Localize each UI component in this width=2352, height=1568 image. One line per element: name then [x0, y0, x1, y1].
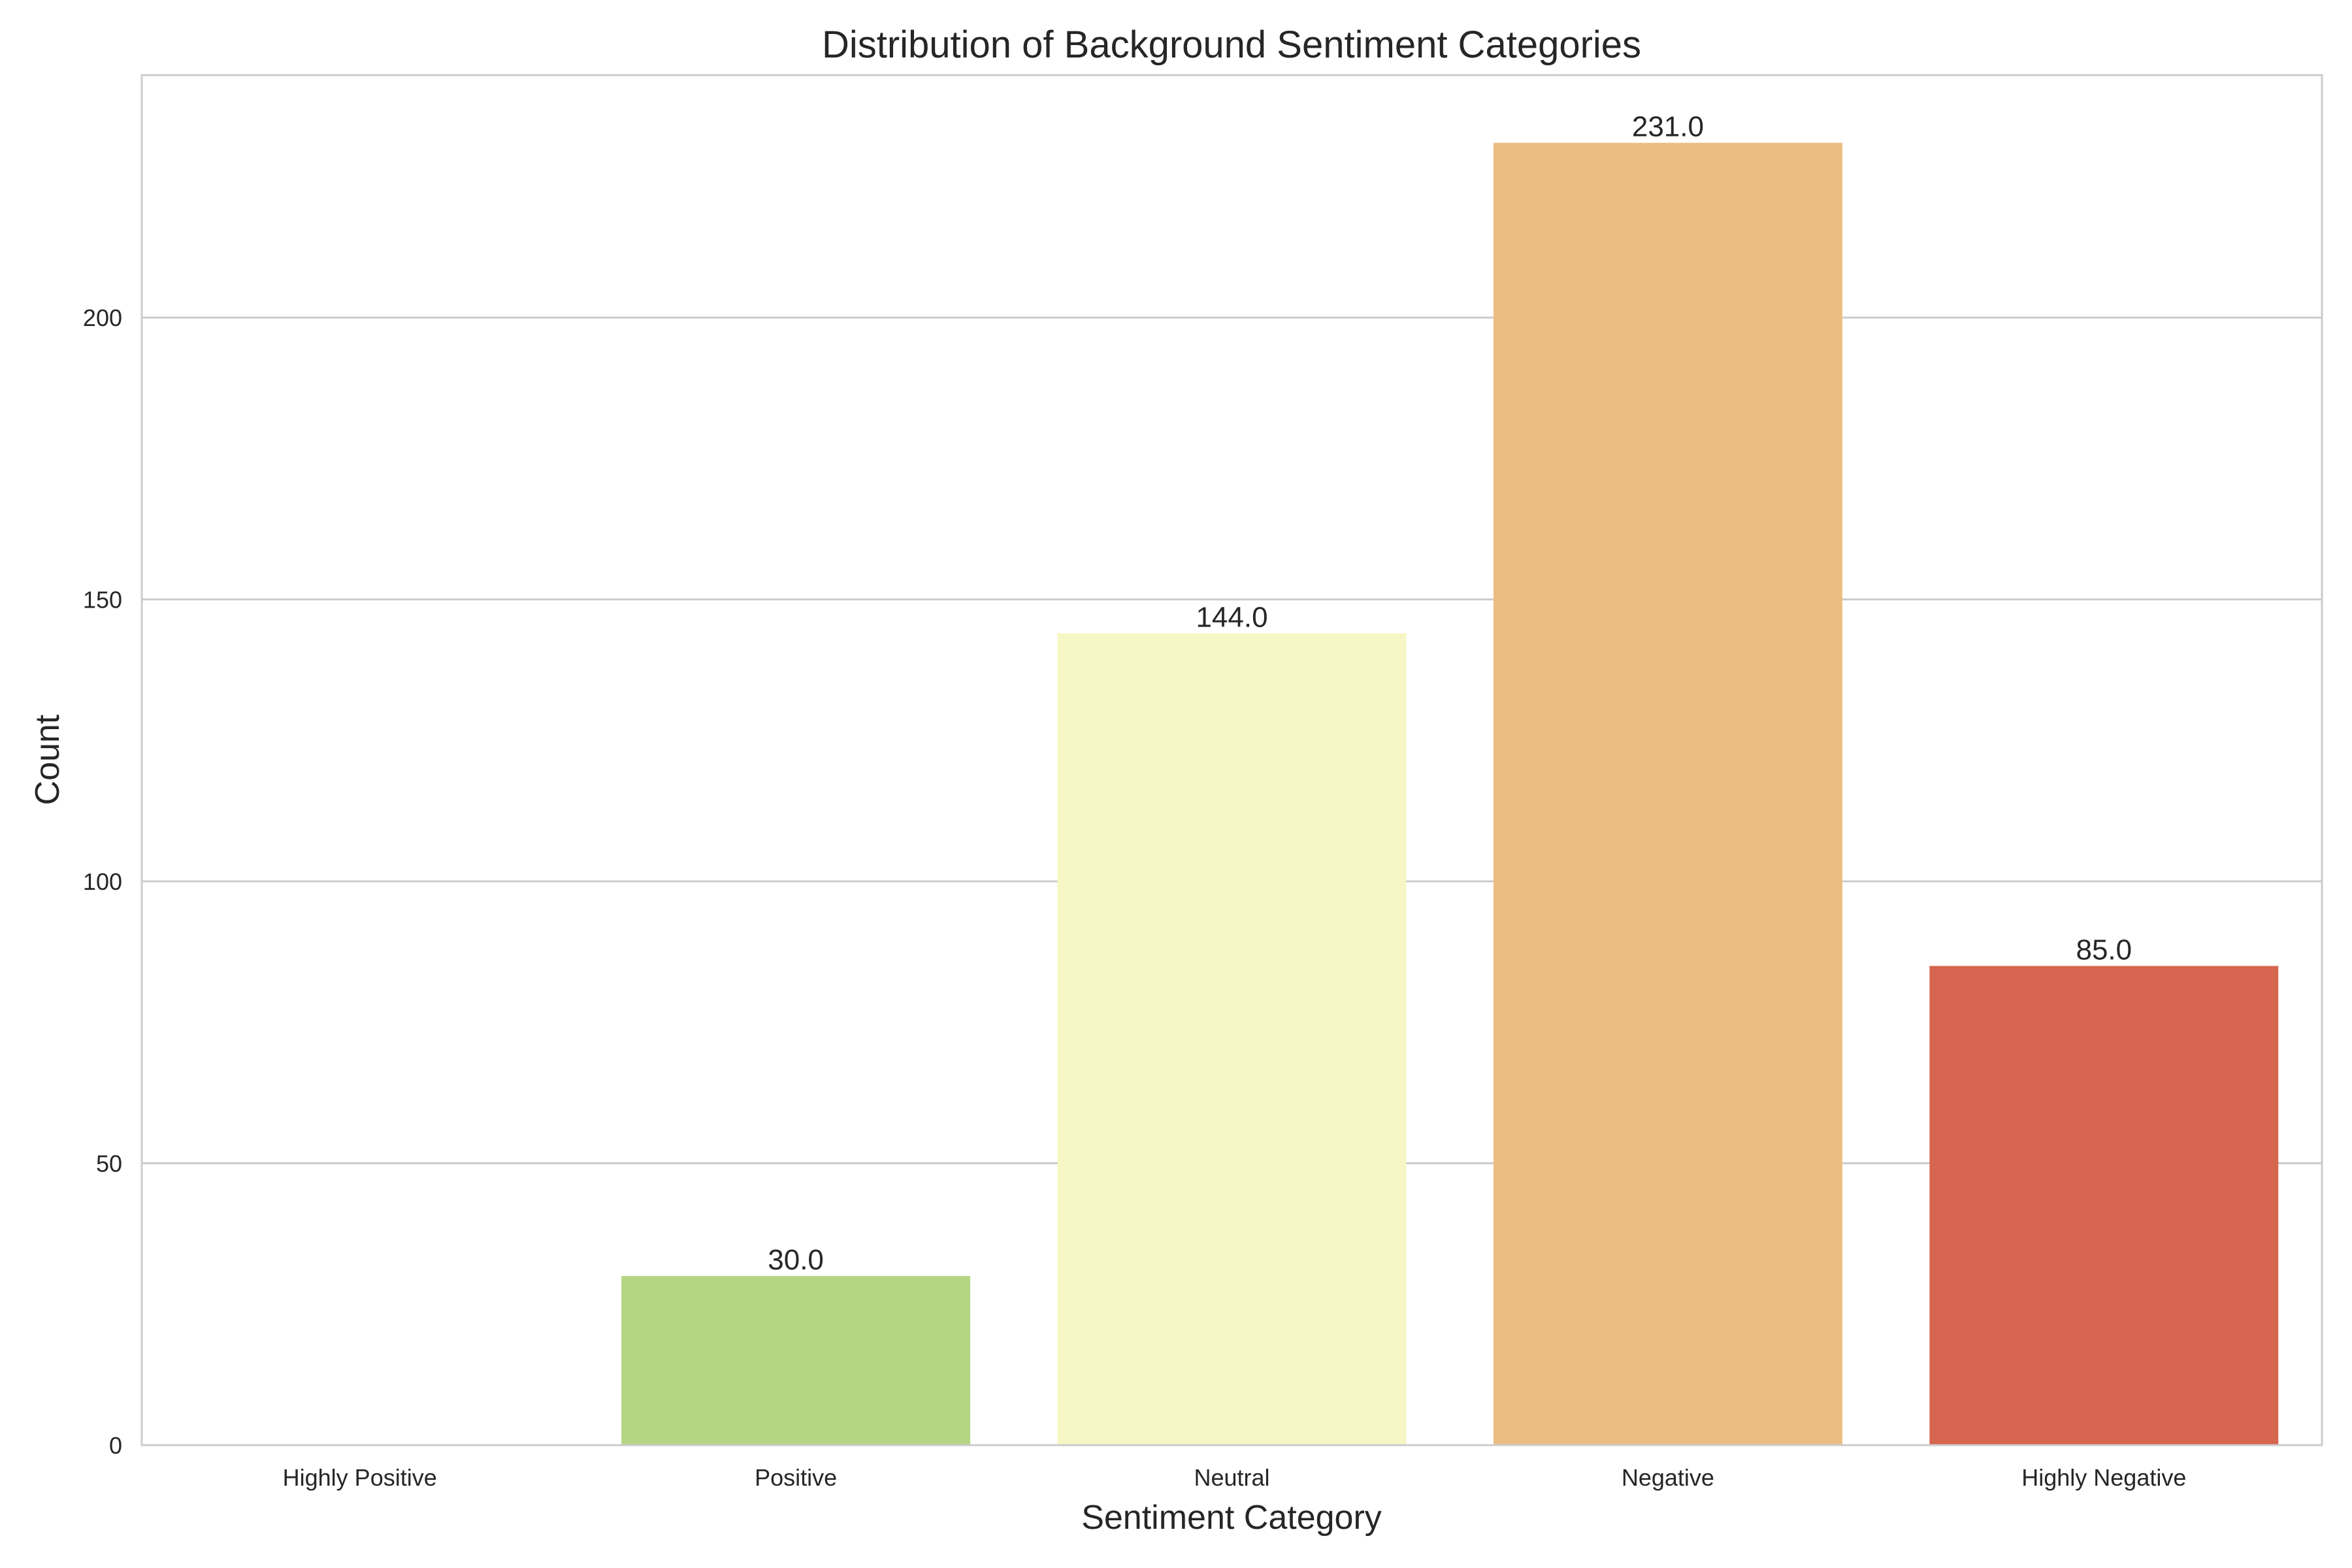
plot-frame	[140, 74, 2323, 1446]
data-labels: 30.0 144.0 231.0 85.0	[768, 111, 2132, 1277]
y-tick-label: 150	[83, 587, 122, 613]
x-tick-label: Negative	[1622, 1464, 1714, 1491]
bar-value-label: 30.0	[768, 1244, 824, 1276]
y-tick-label: 100	[83, 868, 122, 895]
y-axis-ticks: 0 50 100 150 200	[83, 304, 122, 1459]
y-tick-label: 0	[109, 1432, 122, 1459]
bar	[621, 1276, 971, 1445]
bars	[621, 142, 2279, 1446]
bar	[1929, 966, 2279, 1445]
bar-value-label: 231.0	[1632, 111, 1704, 143]
bar	[1493, 142, 1842, 1446]
x-tick-label: Highly Negative	[2021, 1464, 2186, 1491]
x-tick-label: Highly Positive	[283, 1464, 437, 1491]
y-tick-label: 50	[96, 1151, 122, 1177]
x-axis-label: Sentiment Category	[1081, 1499, 1382, 1537]
x-tick-label: Positive	[755, 1464, 837, 1491]
bar	[1057, 633, 1407, 1446]
bar-value-label: 144.0	[1196, 601, 1267, 633]
x-axis-ticks: Highly Positive Positive Neutral Negative Hi…	[283, 1464, 2187, 1491]
y-tick-label: 200	[83, 304, 122, 331]
y-axis-label: Count	[29, 714, 67, 805]
bar-value-label: 85.0	[2076, 934, 2132, 966]
chart-title: Distribution of Background Sentiment Cat…	[822, 24, 1641, 66]
x-tick-label: Neutral	[1194, 1464, 1269, 1491]
